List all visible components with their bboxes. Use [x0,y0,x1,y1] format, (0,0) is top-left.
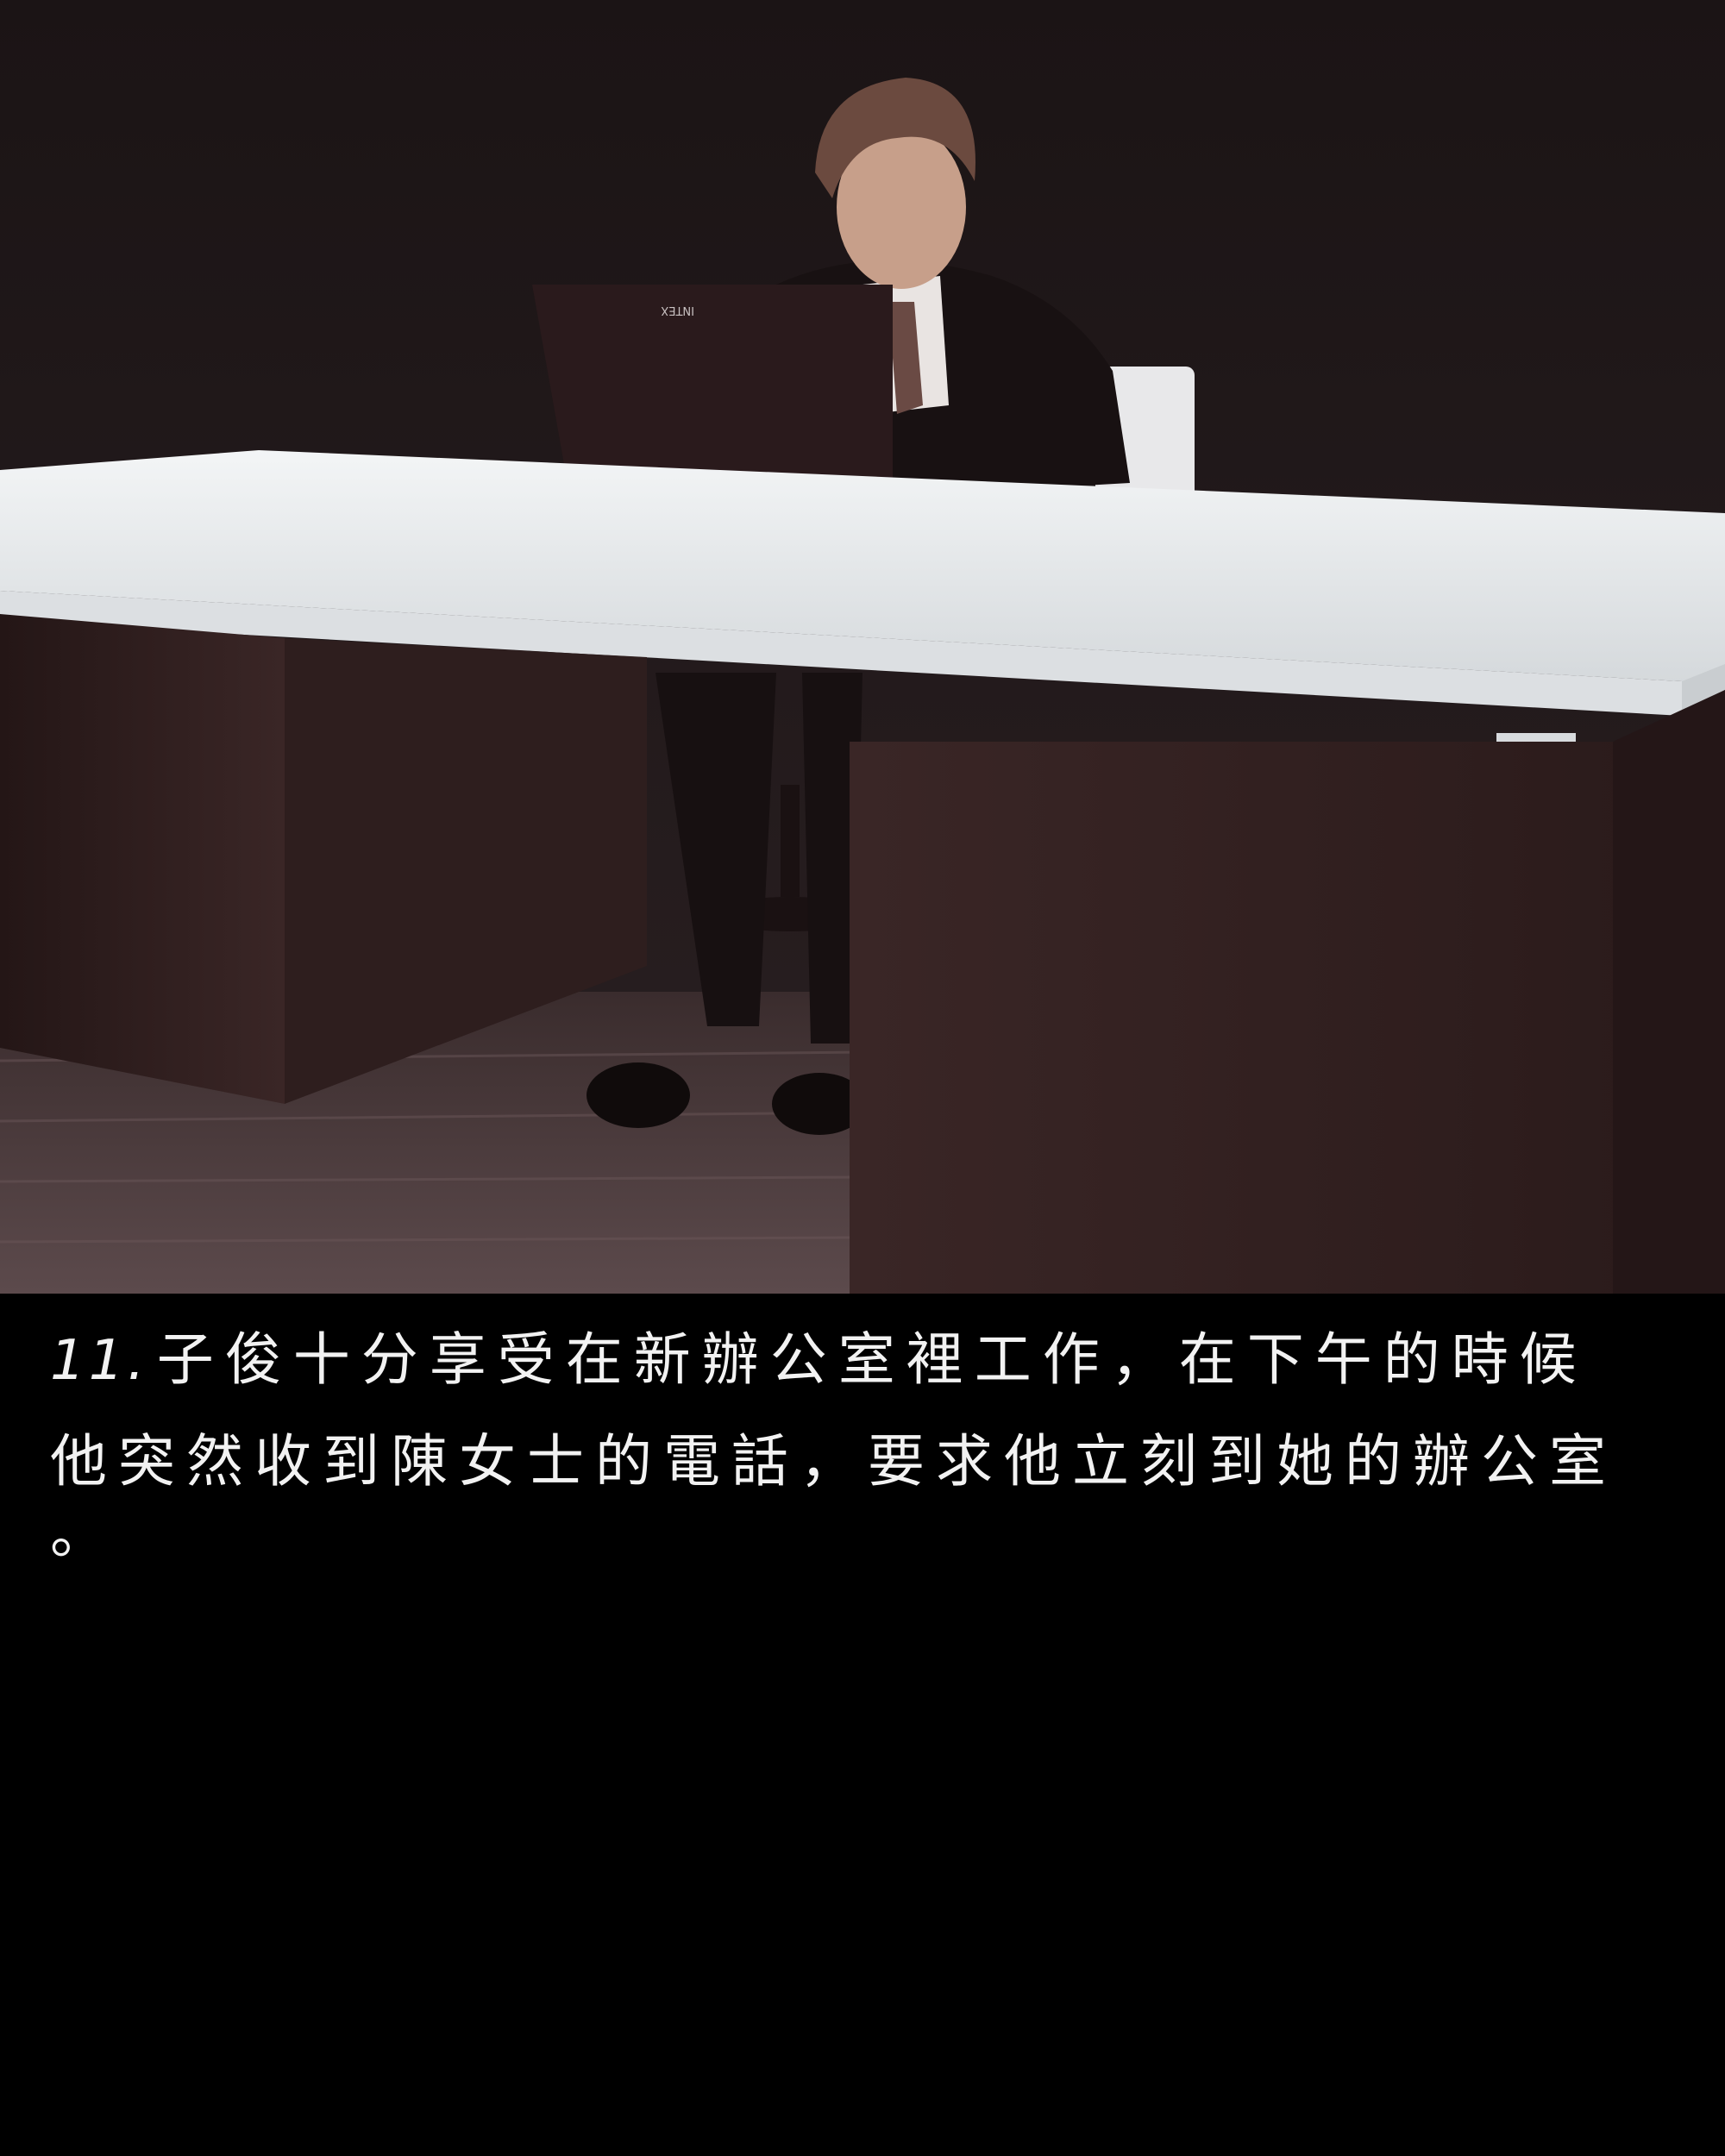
right-shoe [772,1073,867,1135]
desk-side-edge [1682,664,1725,716]
desk-front-edge [0,591,1682,716]
caption-text: 11. 子俊十分享受在新辦公室裡工作，在下午的時候 他突然收到陳女士的電話，要求他… [50,1309,1689,1566]
caption-number: 11. [50,1329,148,1393]
caption-line-3: 。 [50,1500,118,1566]
caption-line-2: 他突然收到陳女士的電話，要求他立刻到她的辦公室 [50,1428,1617,1495]
hair [815,78,975,198]
tie [888,302,923,414]
desk-cabinet-right [850,742,1708,1294]
desk-cabinet-left [0,614,285,1104]
left-shoe [586,1062,690,1128]
caption-line-1-text: 子俊十分享受在新辦公室裡工作，在下午的時候 [156,1326,1588,1393]
head [837,125,966,289]
trousers [656,673,776,1026]
desk-top [0,450,1725,681]
laptop-lid [532,285,893,493]
caption-line-1: 11. 子俊十分享受在新辦公室裡工作，在下午的時候 [50,1309,1689,1411]
laptop-brand: INTEX [661,304,694,317]
office-scene-panel: INTEX [0,0,1725,1294]
